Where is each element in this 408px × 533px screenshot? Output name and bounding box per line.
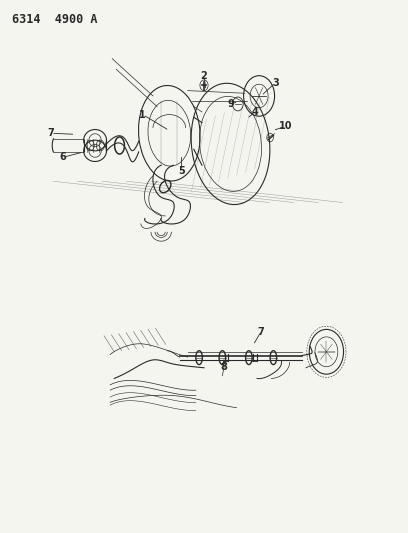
Text: 1: 1 <box>140 110 146 119</box>
Text: 8: 8 <box>220 362 227 372</box>
Text: 7: 7 <box>48 128 54 138</box>
Text: 2: 2 <box>201 71 207 80</box>
Text: 9: 9 <box>227 99 234 109</box>
Text: 10: 10 <box>279 122 293 131</box>
Text: 7: 7 <box>258 327 264 336</box>
Text: 4: 4 <box>252 107 258 117</box>
Text: 6: 6 <box>60 152 67 162</box>
Text: 6314  4900 A: 6314 4900 A <box>12 13 98 26</box>
Text: 5: 5 <box>178 166 185 175</box>
Text: 3: 3 <box>272 78 279 87</box>
